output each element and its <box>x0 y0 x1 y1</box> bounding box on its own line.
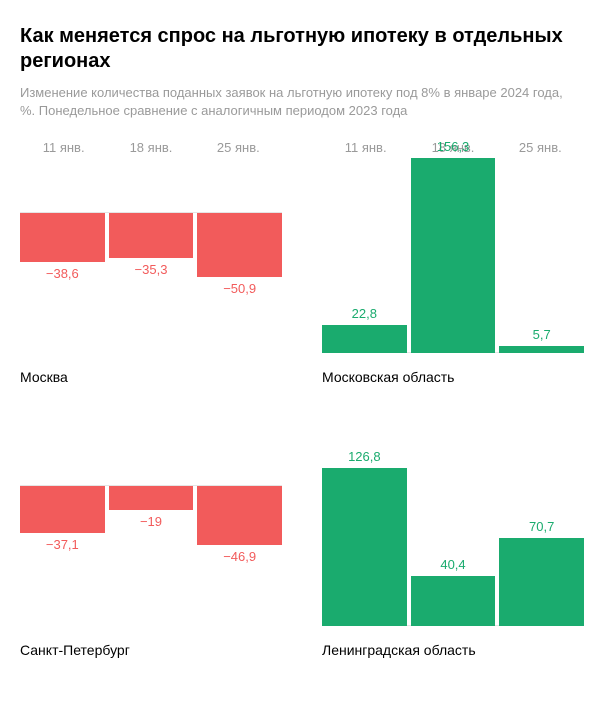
bar-slot: 126,8 <box>322 436 407 636</box>
chart-cell: 126,840,470,7Ленинградская область <box>322 413 584 658</box>
chart-cell: −37,1−19−46,9Санкт-Петербург <box>20 413 282 658</box>
bar-slot: −35,3 <box>109 163 194 363</box>
bar: 156,3 <box>411 158 496 353</box>
bar: 22,8 <box>322 325 407 354</box>
x-axis-date: 18 янв. <box>107 140 194 155</box>
bar-value-label: −38,6 <box>20 266 105 281</box>
chart-plot: 126,840,470,7 <box>322 436 584 636</box>
region-label: Ленинградская область <box>322 642 584 658</box>
x-axis-dates: 11 янв.18 янв.25 янв. <box>20 140 282 155</box>
bar-slot: 70,7 <box>499 436 584 636</box>
charts-grid: 11 янв.18 янв.25 янв.−38,6−35,3−50,9Моск… <box>20 140 584 658</box>
bar: −50,9 <box>197 213 282 277</box>
x-axis-date: 11 янв. <box>20 140 107 155</box>
bar: 40,4 <box>411 576 496 627</box>
bar-value-label: 70,7 <box>499 519 584 534</box>
bar-value-label: 40,4 <box>411 557 496 572</box>
bar: −35,3 <box>109 213 194 257</box>
bars-container: −37,1−19−46,9 <box>20 436 282 636</box>
bar-slot: −46,9 <box>197 436 282 636</box>
region-label: Московская область <box>322 369 584 385</box>
bar: −46,9 <box>197 486 282 545</box>
bar-value-label: −37,1 <box>20 537 105 552</box>
region-label: Москва <box>20 369 282 385</box>
bar: 5,7 <box>499 346 584 353</box>
chart-plot: −38,6−35,3−50,9 <box>20 163 282 363</box>
bar-slot: 40,4 <box>411 436 496 636</box>
chart-cell: 11 янв.18 янв.25 янв.22,8156,35,7Московс… <box>322 140 584 385</box>
bar: 70,7 <box>499 538 584 626</box>
bar-value-label: −35,3 <box>109 262 194 277</box>
x-axis-date: 25 янв. <box>195 140 282 155</box>
bars-container: 126,840,470,7 <box>322 436 584 636</box>
bar-value-label: 156,3 <box>411 139 496 154</box>
bar-slot: 22,8 <box>322 163 407 363</box>
bar-value-label: 5,7 <box>499 327 584 342</box>
bar-slot: −38,6 <box>20 163 105 363</box>
bar-slot: 5,7 <box>499 163 584 363</box>
chart-plot: 22,8156,35,7 <box>322 163 584 363</box>
bar-slot: −37,1 <box>20 436 105 636</box>
bars-container: −38,6−35,3−50,9 <box>20 163 282 363</box>
page-subtitle: Изменение количества поданных заявок на … <box>20 84 580 120</box>
bar-slot: −50,9 <box>197 163 282 363</box>
x-axis-date: 11 янв. <box>322 140 409 155</box>
chart-plot: −37,1−19−46,9 <box>20 436 282 636</box>
region-label: Санкт-Петербург <box>20 642 282 658</box>
bar-value-label: −19 <box>109 514 194 529</box>
bar: −37,1 <box>20 486 105 532</box>
bar-value-label: −50,9 <box>197 281 282 296</box>
bar-value-label: 22,8 <box>322 306 407 321</box>
bar: −19 <box>109 486 194 510</box>
bar-value-label: 126,8 <box>322 449 407 464</box>
bar: −38,6 <box>20 213 105 261</box>
x-axis-date: 25 янв. <box>497 140 584 155</box>
page-title: Как меняется спрос на льготную ипотеку в… <box>20 24 584 74</box>
bars-container: 22,8156,35,7 <box>322 163 584 363</box>
bar-slot: −19 <box>109 436 194 636</box>
bar-slot: 156,3 <box>411 163 496 363</box>
bar-value-label: −46,9 <box>197 549 282 564</box>
chart-cell: 11 янв.18 янв.25 янв.−38,6−35,3−50,9Моск… <box>20 140 282 385</box>
bar: 126,8 <box>322 468 407 627</box>
